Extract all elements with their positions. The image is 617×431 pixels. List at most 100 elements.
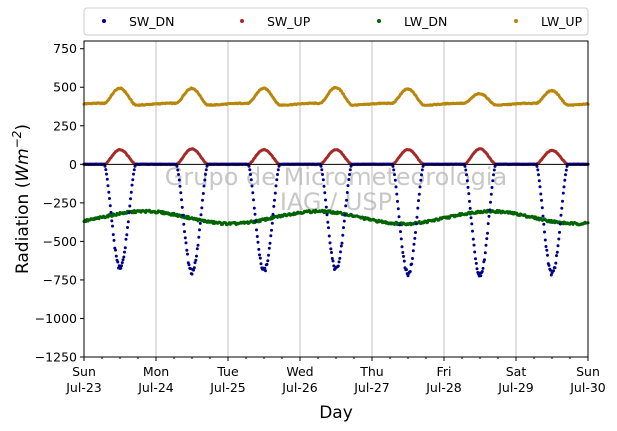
data-point (391, 164, 395, 168)
data-point (468, 199, 471, 203)
data-point (419, 178, 423, 182)
data-point (259, 262, 263, 266)
data-point (247, 164, 251, 168)
legend: SW_DN SW_UP LW_DN LW_UP (83, 7, 589, 36)
data-point (204, 172, 207, 176)
data-point (324, 198, 327, 202)
data-point (337, 260, 341, 264)
data-point (265, 262, 269, 266)
legend-label-lw_dn: LW_DN (404, 14, 447, 29)
data-point (108, 197, 111, 200)
data-point (257, 247, 261, 251)
data-point (394, 185, 398, 189)
data-point (342, 219, 346, 223)
data-point (560, 206, 564, 210)
data-point (104, 168, 108, 172)
data-point (114, 254, 118, 258)
data-point (130, 183, 134, 187)
data-point (483, 251, 487, 255)
data-point (473, 250, 477, 254)
data-point (546, 253, 549, 257)
data-point (327, 226, 330, 230)
data-point (468, 206, 472, 210)
data-point (396, 199, 399, 203)
data-point (274, 184, 278, 188)
watermark: Grupo de Micrometeorologia IAG / USP (165, 163, 507, 216)
data-point (252, 206, 256, 210)
data-point (129, 197, 132, 201)
data-point (273, 198, 276, 202)
data-point (543, 238, 547, 242)
grid-lines (155, 41, 517, 357)
data-point (488, 208, 492, 212)
data-point (202, 184, 206, 188)
data-point (536, 168, 540, 172)
data-point (345, 198, 348, 202)
data-point (485, 237, 489, 241)
data-point (470, 222, 474, 226)
x-tick-day: Fri (437, 364, 452, 379)
data-point (131, 178, 135, 182)
data-point (323, 191, 327, 195)
y-tick-label: −500 (43, 234, 77, 249)
data-point (400, 245, 404, 249)
data-point (180, 205, 184, 209)
data-point (489, 200, 492, 204)
data-point (183, 236, 187, 240)
data-point (129, 190, 133, 194)
series-lw_up (82, 85, 590, 107)
data-point (420, 173, 423, 177)
data-point (199, 213, 203, 217)
data-point (393, 178, 397, 182)
data-point (340, 241, 344, 245)
x-tick-date: Jul-30 (569, 380, 606, 395)
data-point (411, 249, 415, 253)
data-point (467, 192, 471, 196)
data-point (187, 263, 191, 267)
data-point (249, 178, 253, 182)
data-point (250, 184, 254, 188)
data-point (491, 179, 495, 183)
data-point (255, 235, 259, 238)
data-point (540, 206, 544, 210)
data-point (408, 270, 412, 273)
data-point (418, 185, 422, 189)
data-point (341, 233, 345, 237)
data-point (412, 242, 416, 246)
data-point (273, 191, 277, 195)
data-point (475, 267, 479, 271)
data-point (123, 246, 127, 250)
data-point (561, 199, 564, 203)
data-point (411, 257, 414, 260)
data-point (114, 248, 117, 252)
data-point (486, 222, 490, 226)
data-point (110, 219, 114, 223)
data-point (549, 268, 552, 272)
data-point (270, 221, 274, 225)
data-point (194, 258, 198, 262)
data-point (322, 184, 326, 188)
data-point (177, 178, 181, 182)
data-point (414, 231, 417, 234)
data-point (108, 204, 112, 208)
data-point (487, 214, 491, 218)
data-point (486, 231, 489, 235)
data-point (122, 255, 126, 259)
data-point (107, 190, 111, 194)
data-point (120, 261, 124, 265)
data-point (328, 241, 332, 245)
data-point (248, 168, 252, 172)
data-point (123, 250, 126, 254)
legend-marker-lw_up (514, 19, 518, 23)
data-point (331, 259, 335, 263)
data-point (127, 211, 131, 215)
y-label-close: ) (13, 124, 33, 131)
data-point (253, 212, 257, 216)
data-point (183, 230, 186, 234)
data-point (249, 173, 252, 176)
data-point (490, 186, 494, 189)
data-point (189, 267, 192, 271)
data-point (258, 253, 261, 257)
legend-marker-sw_dn (102, 19, 106, 23)
data-point (190, 272, 194, 276)
